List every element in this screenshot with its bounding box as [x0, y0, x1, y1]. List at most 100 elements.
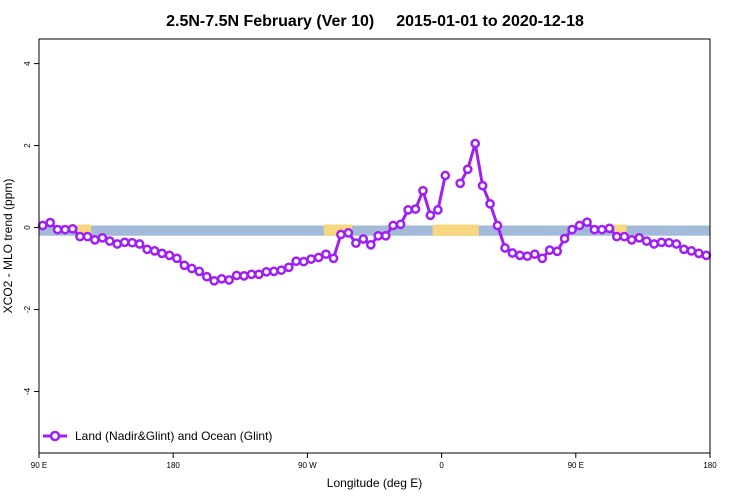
data-point-72 [582, 217, 592, 228]
data-point-36 [306, 254, 316, 264]
y-tick-label-4: 4 [23, 61, 32, 66]
data-point-43 [358, 234, 369, 244]
data-point-67 [544, 245, 555, 255]
data-point-28 [246, 269, 257, 280]
data-point-30 [261, 266, 272, 277]
x-tick-label-1: 180 [167, 461, 181, 470]
data-point-26 [231, 270, 242, 281]
data-point-42 [351, 238, 361, 248]
data-point-13 [134, 239, 145, 249]
data-point-84 [671, 239, 682, 249]
data-point-19 [179, 260, 190, 271]
data-point-48 [395, 219, 406, 230]
data-point-40 [336, 229, 346, 240]
data-point-27 [239, 271, 249, 281]
data-point-56 [462, 164, 473, 175]
data-point-15 [149, 246, 160, 256]
data-point-73 [589, 224, 600, 235]
x-tick-label-5: 180 [703, 461, 717, 470]
data-point-17 [164, 250, 175, 261]
data-point-50 [410, 204, 421, 214]
data-point-3 [60, 224, 70, 235]
y-tick-label-1: -2 [23, 305, 32, 313]
x-tick-label-3: 0 [439, 461, 444, 470]
data-point-21 [194, 266, 205, 277]
data-point-82 [656, 237, 667, 248]
data-point-29 [254, 269, 264, 280]
data-point-47 [388, 220, 398, 231]
data-point-39 [328, 253, 339, 264]
data-point-58 [477, 180, 488, 191]
data-point-69 [559, 233, 570, 244]
data-point-59 [485, 198, 495, 209]
land-band-1 [323, 224, 353, 236]
data-point-52 [425, 210, 436, 221]
data-point-4 [67, 223, 78, 234]
data-point-81 [649, 239, 659, 249]
data-point-9 [104, 236, 115, 246]
data-point-38 [321, 249, 331, 260]
x-tick-label-0: 90 E [31, 461, 47, 470]
data-point-62 [507, 248, 518, 258]
data-point-22 [201, 271, 212, 282]
data-point-54 [440, 170, 451, 181]
data-point-65 [529, 249, 540, 260]
data-point-2 [52, 224, 63, 235]
plot-frame [38, 38, 711, 454]
data-point-35 [298, 256, 309, 267]
data-point-63 [515, 250, 525, 261]
data-point-86 [686, 246, 697, 256]
data-point-79 [634, 232, 645, 243]
x-tick-label-4: 90 E [568, 461, 584, 470]
ocean-band [39, 225, 710, 236]
data-point-71 [574, 220, 585, 231]
data-point-5 [75, 231, 85, 242]
data-point-55 [455, 178, 466, 189]
data-point-0 [37, 220, 48, 231]
data-point-46 [380, 230, 391, 241]
data-point-77 [619, 231, 630, 242]
data-point-41 [343, 228, 354, 238]
x-axis-label: Longitude (deg E) [327, 476, 422, 490]
data-point-66 [537, 253, 548, 264]
data-point-24 [216, 273, 227, 284]
data-point-53 [433, 205, 443, 215]
data-point-64 [522, 251, 533, 262]
data-point-75 [604, 223, 615, 234]
data-point-83 [664, 237, 674, 248]
data-point-31 [269, 266, 279, 277]
data-point-7 [90, 235, 100, 245]
chart-title-left: 2.5N-7.5N February (Ver 10) [166, 13, 374, 30]
data-point-88 [701, 250, 712, 261]
data-point-87 [693, 248, 704, 259]
background-band [39, 224, 710, 236]
data-point-78 [626, 235, 637, 245]
chart-title-right: 2015-01-01 to 2020-12-18 [396, 13, 584, 30]
data-point-45 [373, 230, 384, 241]
legend: Land (Nadir&Glint) and Ocean (Glint) [43, 429, 272, 443]
data-point-12 [127, 237, 138, 248]
data-point-23 [209, 275, 220, 286]
y-tick-label-3: 2 [23, 143, 32, 148]
y-tick-label-2: 0 [23, 225, 32, 230]
data-point-34 [291, 256, 302, 267]
y-axis-label: XCO2 - MLO trend (ppm) [1, 179, 15, 314]
data-point-6 [82, 231, 93, 242]
data-point-49 [403, 205, 413, 215]
chart-title: 2.5N-7.5N February (Ver 10) 2015-01-01 to… [166, 13, 584, 30]
data-point-33 [283, 262, 294, 273]
data-point-68 [552, 246, 563, 257]
y-axis: -4 -2 0 2 4 [23, 61, 39, 395]
land-band-3 [614, 224, 627, 236]
data-point-76 [611, 231, 622, 242]
data-point-14 [142, 244, 152, 255]
data-point-80 [641, 236, 652, 246]
data-point-20 [186, 263, 197, 274]
data-point-37 [313, 252, 324, 263]
land-band-0 [77, 224, 92, 236]
x-tick-label-2: 90 W [298, 461, 317, 470]
land-band-2 [432, 224, 479, 236]
data-point-32 [276, 265, 287, 276]
data-point-1 [45, 217, 56, 228]
data-point-57 [470, 138, 481, 149]
